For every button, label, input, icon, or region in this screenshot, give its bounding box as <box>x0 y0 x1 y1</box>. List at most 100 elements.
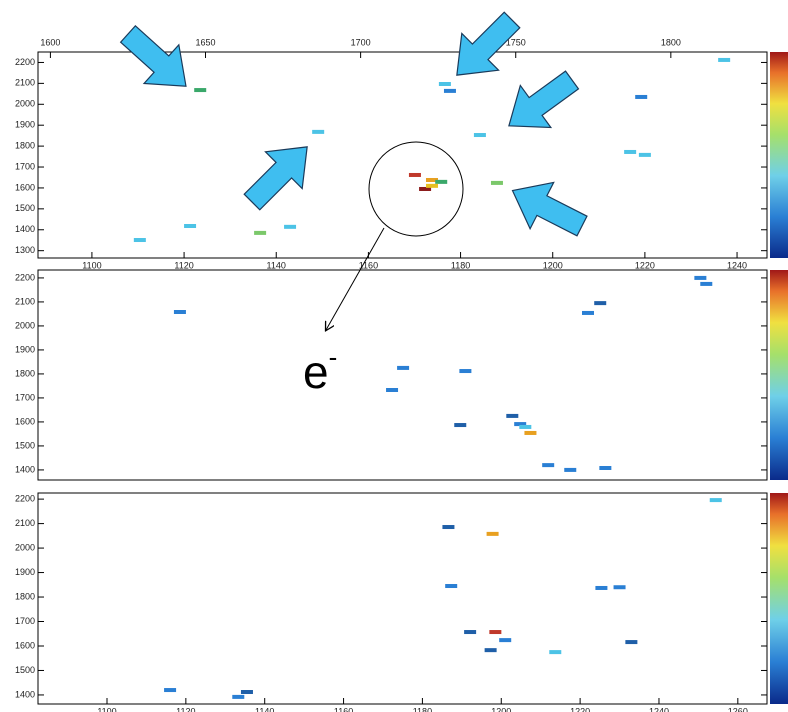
x-tick-label: 1160 <box>334 706 353 712</box>
annotation: e- <box>303 342 337 398</box>
y-tick-label: 2000 <box>15 320 35 330</box>
x-tick-label: 1180 <box>451 260 470 270</box>
arrow <box>111 15 204 106</box>
hit <box>164 688 176 692</box>
y-tick-label: 1700 <box>15 161 35 171</box>
hit <box>454 423 466 427</box>
hit <box>694 276 706 280</box>
x-tick-label: 1120 <box>176 706 195 712</box>
y-tick-label: 1600 <box>15 640 35 650</box>
hit <box>134 238 146 242</box>
y-tick-label: 2000 <box>15 542 35 552</box>
plot-frame <box>38 493 767 704</box>
x-tick-label: 1200 <box>543 260 563 270</box>
hit <box>524 431 536 435</box>
hit <box>614 585 626 589</box>
hit <box>542 463 554 467</box>
annotation-text: e <box>303 346 329 398</box>
y-tick-label: 1300 <box>15 245 35 255</box>
hit <box>499 638 511 642</box>
y-tick-label: 1500 <box>15 203 35 213</box>
y-tick-label: 2200 <box>15 272 35 282</box>
y-tick-label: 1800 <box>15 368 35 378</box>
x2-tick-label: 1650 <box>195 37 215 47</box>
hit <box>445 584 457 588</box>
x-tick-label: 1220 <box>570 706 590 712</box>
hit <box>439 82 451 86</box>
hit <box>426 184 438 188</box>
hit <box>174 310 186 314</box>
hit <box>312 130 324 134</box>
x-tick-label: 1200 <box>491 706 511 712</box>
pointer <box>326 228 384 330</box>
x-tick-label: 1180 <box>413 706 432 712</box>
hit <box>594 301 606 305</box>
y-tick-label: 1500 <box>15 665 35 675</box>
y-tick-label: 1600 <box>15 182 35 192</box>
hit <box>464 630 476 634</box>
y-tick-label: 2100 <box>15 78 35 88</box>
hit <box>232 695 244 699</box>
x2-tick-label: 1600 <box>40 37 60 47</box>
y-tick-label: 2200 <box>15 57 35 67</box>
x-tick-label: 1160 <box>359 260 378 270</box>
hit <box>194 88 206 92</box>
hit <box>639 153 651 157</box>
hit <box>487 532 499 536</box>
hit <box>442 525 454 529</box>
hit <box>599 466 611 470</box>
y-tick-label: 1400 <box>15 464 35 474</box>
arrow <box>438 2 530 94</box>
hit <box>549 650 561 654</box>
x2-tick-label: 1700 <box>351 37 371 47</box>
hit <box>386 388 398 392</box>
hit <box>718 58 730 62</box>
hit <box>700 282 712 286</box>
color-bar <box>770 270 788 480</box>
x-tick-label: 1220 <box>635 260 655 270</box>
x-tick-label: 1260 <box>728 706 748 712</box>
hit <box>582 311 594 315</box>
hit <box>184 224 196 228</box>
y-tick-label: 1800 <box>15 140 35 150</box>
hit <box>625 640 637 644</box>
arrow <box>234 128 326 220</box>
x-tick-label: 1120 <box>174 260 193 270</box>
hit <box>284 225 296 229</box>
y-tick-label: 1800 <box>15 591 35 601</box>
hit <box>710 498 722 502</box>
y-tick-label: 1500 <box>15 440 35 450</box>
hit <box>491 181 503 185</box>
hit <box>489 630 501 634</box>
x-tick-label: 1100 <box>97 706 116 712</box>
hit <box>435 180 447 184</box>
hit <box>595 586 607 590</box>
y-tick-label: 2200 <box>15 493 35 503</box>
y-tick-label: 1700 <box>15 616 35 626</box>
hit <box>624 150 636 154</box>
y-tick-label: 1700 <box>15 392 35 402</box>
hit <box>397 366 409 370</box>
hit <box>409 173 421 177</box>
hit <box>254 231 266 235</box>
hit <box>241 690 253 694</box>
x-tick-label: 1140 <box>255 706 274 712</box>
hit <box>506 414 518 418</box>
x2-tick-label: 1800 <box>661 37 681 47</box>
y-tick-label: 1900 <box>15 567 35 577</box>
y-tick-label: 1600 <box>15 416 35 426</box>
x-tick-label: 1240 <box>649 706 669 712</box>
hit <box>474 133 486 137</box>
y-tick-label: 2100 <box>15 518 35 528</box>
y-tick-label: 2100 <box>15 296 35 306</box>
color-bar <box>770 493 788 704</box>
arrow <box>494 59 588 147</box>
hit <box>564 468 576 472</box>
y-tick-label: 1400 <box>15 689 35 699</box>
y-tick-label: 1900 <box>15 344 35 354</box>
hit <box>635 95 647 99</box>
y-tick-label: 1900 <box>15 120 35 130</box>
highlight-circle <box>369 142 463 236</box>
x-tick-label: 1240 <box>727 260 747 270</box>
hit <box>459 369 471 373</box>
